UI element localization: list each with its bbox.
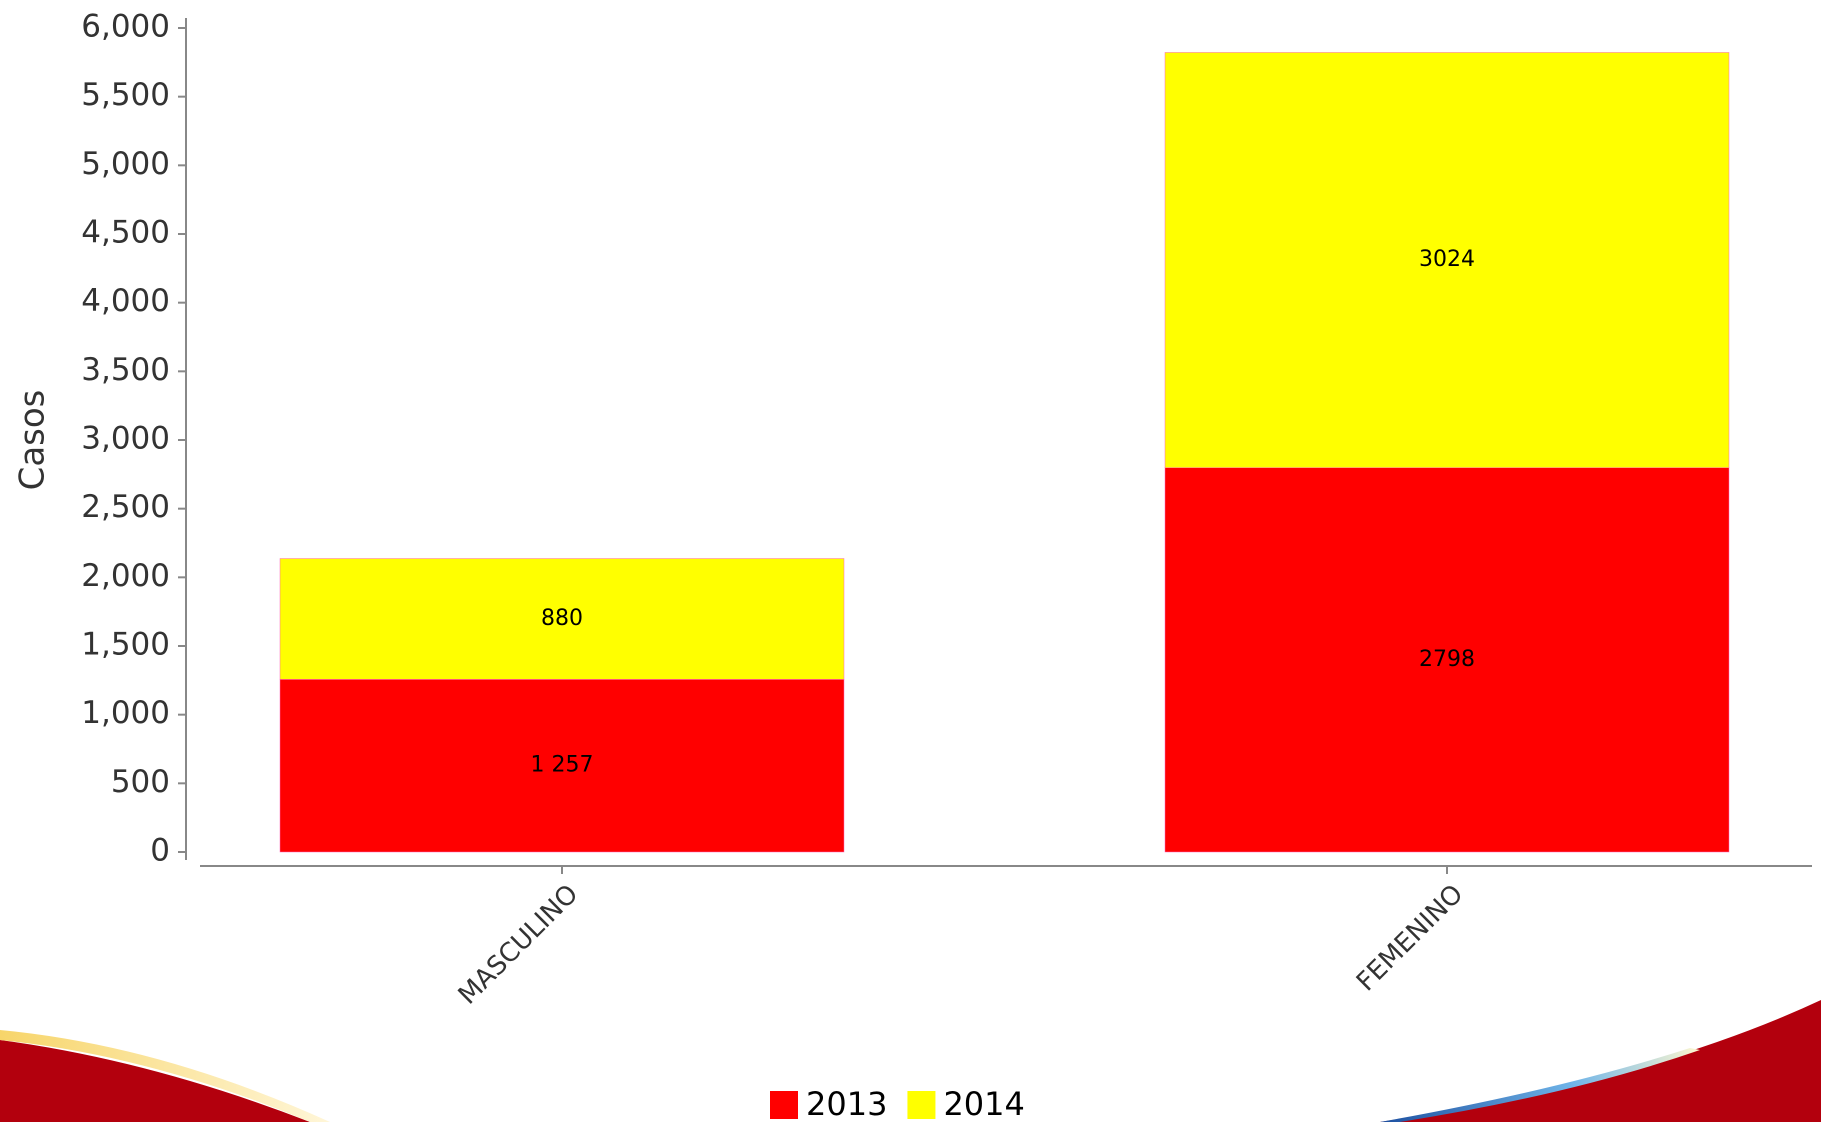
legend-swatch [907, 1091, 935, 1119]
y-tick-label: 3,500 [81, 352, 170, 388]
y-tick-label: 1,500 [81, 627, 170, 663]
y-tick-label: 2,000 [81, 558, 170, 594]
x-tick-label: MASCULINO [453, 879, 585, 1011]
y-axis-label: Casos [13, 390, 53, 491]
decor-left [0, 1040, 310, 1122]
y-tick-label: 4,500 [81, 215, 170, 251]
decor-right [1380, 1000, 1821, 1122]
y-tick-label: 3,000 [81, 421, 170, 457]
data-label: 880 [541, 606, 583, 631]
y-tick-label: 1,000 [81, 695, 170, 731]
y-tick-label: 5,500 [81, 77, 170, 113]
x-tick-label: FEMENINO [1351, 879, 1469, 997]
legend-swatch [770, 1091, 798, 1119]
y-tick-label: 4,000 [81, 283, 170, 319]
y-tick-label: 0 [150, 833, 170, 869]
data-label: 1 257 [531, 753, 594, 778]
y-tick-label: 5,000 [81, 146, 170, 182]
data-label: 3024 [1419, 247, 1475, 272]
data-label: 2798 [1419, 647, 1475, 672]
chart: Casos 0 500 1,000 1,500 2,000 2,500 3,000 3,500… [0, 0, 1821, 1122]
y-tick-label: 500 [111, 764, 170, 800]
y-tick-label: 2,500 [81, 489, 170, 525]
legend-label: 2013 [806, 1085, 887, 1122]
legend-label: 2014 [943, 1085, 1024, 1122]
y-tick-label: 6,000 [81, 9, 170, 45]
